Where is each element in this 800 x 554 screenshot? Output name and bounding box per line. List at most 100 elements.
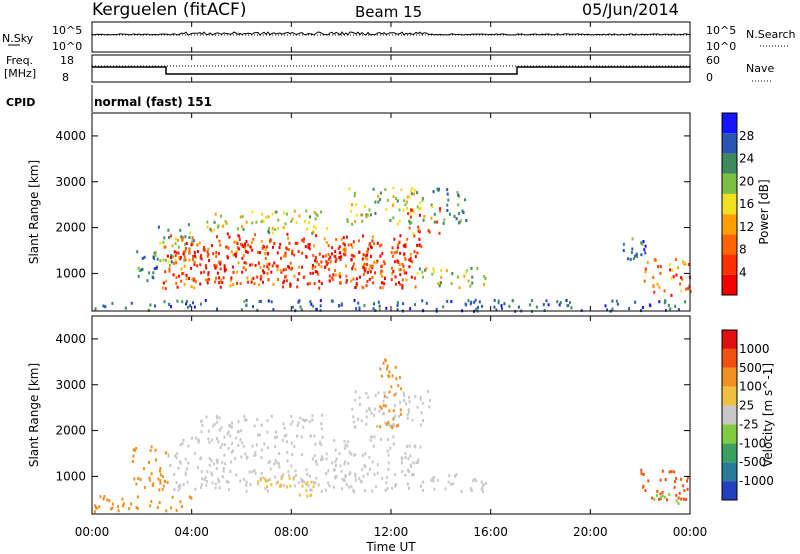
heatmap-cell — [152, 482, 155, 486]
heatmap-cell — [262, 220, 265, 224]
heatmap-cell — [178, 256, 181, 260]
heatmap-cell — [372, 281, 375, 285]
heatmap-cell — [320, 210, 323, 214]
heatmap-cell — [339, 464, 342, 468]
heatmap-cell — [150, 500, 153, 504]
heatmap-cell — [458, 212, 461, 216]
heatmap-cell — [319, 304, 322, 308]
heatmap-cell — [317, 263, 320, 267]
heatmap-cell — [285, 212, 288, 216]
heatmap-cell — [376, 425, 379, 428]
heatmap-cell — [407, 486, 410, 490]
heatmap-cell — [464, 198, 467, 202]
heatmap-cell — [392, 435, 395, 439]
noise-tick-top-left: 10^5 — [52, 24, 82, 37]
heatmap-cell — [340, 469, 343, 473]
heatmap-cell — [210, 229, 213, 233]
heatmap-cell — [455, 473, 458, 477]
heatmap-cell — [182, 250, 185, 254]
heatmap-cell — [193, 286, 196, 290]
heatmap-cell — [281, 475, 284, 479]
heatmap-cell — [345, 482, 348, 486]
heatmap-cell — [447, 198, 450, 202]
heatmap-cell — [357, 301, 360, 305]
heatmap-cell — [419, 396, 422, 399]
heatmap-cell — [415, 461, 418, 465]
heatmap-cell — [241, 270, 244, 274]
heatmap-cell — [279, 269, 282, 273]
heatmap-cell — [397, 243, 400, 247]
heatmap-cell — [242, 444, 245, 448]
heatmap-cell — [354, 474, 357, 478]
heatmap-cell — [147, 308, 150, 312]
heatmap-cell — [423, 215, 426, 218]
heatmap-cell — [315, 256, 317, 260]
heatmap-cell — [365, 422, 368, 426]
heatmap-cell — [162, 484, 165, 488]
heatmap-cell — [371, 266, 374, 270]
heatmap-cell — [316, 270, 319, 274]
heatmap-cell — [272, 245, 274, 249]
heatmap-cell — [258, 283, 261, 287]
heatmap-cell — [436, 187, 439, 191]
heatmap-cell — [215, 467, 218, 470]
heatmap-cell — [219, 285, 222, 289]
heatmap-cell — [350, 258, 353, 262]
x-tick-label: 08:00 — [274, 525, 309, 539]
heatmap-cell — [271, 231, 274, 235]
heatmap-cell — [236, 227, 239, 231]
heatmap-cell — [214, 482, 217, 486]
heatmap-cell — [372, 413, 375, 417]
heatmap-cell — [419, 201, 422, 205]
heatmap-cell — [663, 495, 666, 499]
heatmap-cell — [493, 305, 496, 309]
heatmap-cell — [139, 478, 142, 481]
heatmap-cell — [396, 308, 399, 312]
heatmap-cell — [387, 420, 390, 424]
heatmap-cell — [446, 299, 449, 303]
heatmap-cell — [335, 237, 338, 241]
heatmap-cell — [302, 479, 305, 483]
heatmap-cell — [352, 277, 355, 281]
heatmap-cell — [663, 289, 666, 293]
heatmap-cell — [259, 266, 262, 269]
heatmap-cell — [344, 249, 347, 253]
heatmap-cell — [395, 197, 397, 200]
heatmap-cell — [308, 243, 311, 246]
heatmap-cell — [235, 270, 238, 274]
heatmap-cell — [421, 401, 424, 405]
heatmap-cell — [232, 283, 235, 287]
heatmap-cell — [170, 260, 173, 264]
heatmap-cell — [256, 433, 259, 437]
heatmap-cell — [398, 414, 401, 418]
heatmap-cell — [448, 212, 451, 216]
heatmap-cell — [227, 246, 230, 250]
heatmap-cell — [565, 299, 568, 302]
heatmap-cell — [679, 282, 682, 286]
heatmap-cell — [634, 300, 637, 304]
heatmap-cell — [318, 252, 321, 256]
heatmap-cell — [262, 476, 265, 480]
heatmap-cell — [262, 269, 264, 273]
heatmap-cell — [325, 452, 328, 456]
x-tick-label: 00:00 — [75, 525, 110, 539]
heatmap-cell — [188, 251, 191, 255]
heatmap-cell — [281, 438, 284, 442]
heatmap-cell — [273, 462, 275, 466]
heatmap-cell — [417, 229, 420, 233]
heatmap-cell — [531, 299, 533, 303]
heatmap-cell — [437, 282, 440, 286]
heatmap-cell — [671, 268, 674, 272]
heatmap-cell — [339, 281, 341, 284]
heatmap-cell — [222, 466, 225, 470]
heatmap-cell — [622, 242, 625, 246]
heatmap-cell — [206, 470, 209, 474]
heatmap-cell — [331, 461, 334, 465]
heatmap-cell — [182, 252, 185, 256]
heatmap-cell — [661, 494, 664, 498]
heatmap-cell — [333, 439, 336, 443]
heatmap-cell — [135, 482, 138, 486]
heatmap-cell — [159, 479, 162, 483]
heatmap-cell — [229, 434, 232, 438]
